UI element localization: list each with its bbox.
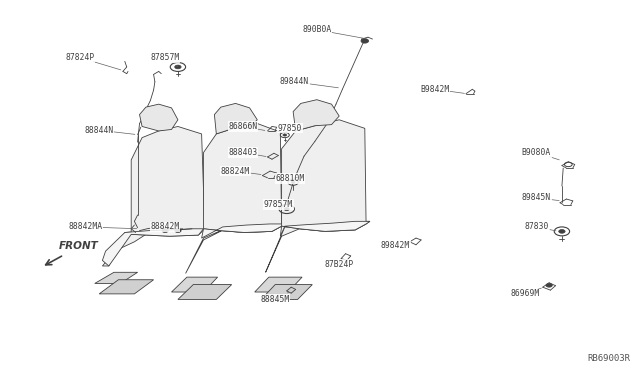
Polygon shape — [95, 272, 138, 283]
Text: RB69003R: RB69003R — [588, 354, 630, 363]
Text: 89844N: 89844N — [280, 77, 309, 86]
Text: 87B24P: 87B24P — [324, 260, 354, 269]
Text: B9080A: B9080A — [522, 148, 551, 157]
Text: B9842M: B9842M — [420, 85, 450, 94]
Circle shape — [175, 229, 181, 232]
Circle shape — [284, 208, 289, 211]
Polygon shape — [204, 124, 282, 232]
Text: 87830: 87830 — [524, 222, 548, 231]
Circle shape — [175, 65, 181, 69]
Circle shape — [283, 134, 287, 136]
Text: 88845M: 88845M — [260, 295, 290, 304]
Text: 888403: 888403 — [228, 148, 258, 157]
Text: 97857M: 97857M — [264, 200, 293, 209]
Polygon shape — [172, 277, 218, 292]
Polygon shape — [255, 277, 302, 292]
Polygon shape — [214, 103, 257, 134]
Text: 87857M: 87857M — [150, 53, 180, 62]
Polygon shape — [282, 120, 366, 231]
Circle shape — [162, 229, 168, 232]
Polygon shape — [186, 224, 285, 273]
Text: 88842MA: 88842MA — [68, 222, 102, 231]
Text: 88824M: 88824M — [221, 167, 250, 176]
Text: 88844N: 88844N — [84, 126, 114, 135]
Polygon shape — [293, 100, 339, 131]
Polygon shape — [102, 231, 148, 266]
Text: 68810M: 68810M — [275, 174, 305, 183]
Polygon shape — [178, 285, 232, 299]
Polygon shape — [261, 285, 312, 299]
Circle shape — [559, 230, 565, 233]
Text: 97850: 97850 — [278, 124, 302, 133]
Text: 87824P: 87824P — [65, 53, 95, 62]
Text: 890B0A: 890B0A — [302, 25, 332, 34]
Polygon shape — [131, 126, 205, 236]
Text: 86969M: 86969M — [510, 289, 540, 298]
Polygon shape — [99, 280, 154, 294]
Text: 89845N: 89845N — [522, 193, 551, 202]
Text: 88842M: 88842M — [150, 222, 180, 231]
Polygon shape — [140, 104, 178, 131]
Polygon shape — [266, 221, 370, 272]
Polygon shape — [102, 229, 204, 266]
Circle shape — [291, 181, 295, 183]
Polygon shape — [280, 221, 370, 236]
Polygon shape — [202, 224, 285, 238]
Text: 86866N: 86866N — [228, 122, 258, 131]
Circle shape — [546, 283, 552, 287]
Circle shape — [361, 39, 369, 43]
Text: 89842M: 89842M — [381, 241, 410, 250]
Text: FRONT: FRONT — [59, 241, 99, 251]
